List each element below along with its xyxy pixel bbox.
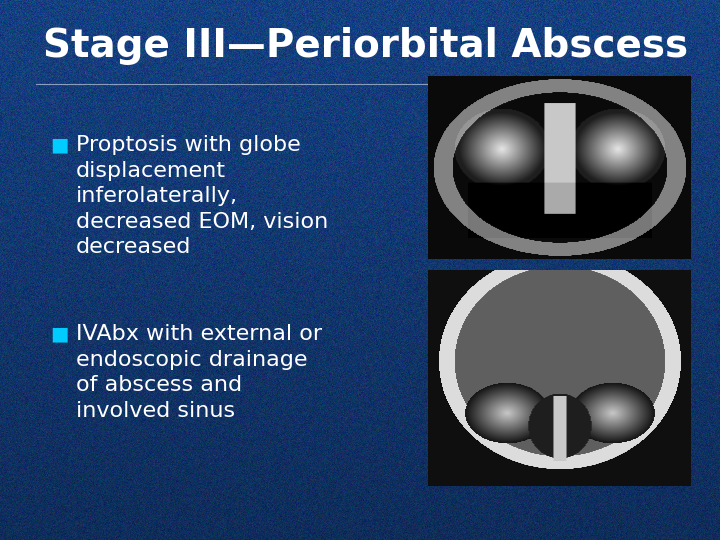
Text: Proptosis with globe
displacement
inferolaterally,
decreased EOM, vision
decreas: Proptosis with globe displacement infero… (76, 135, 328, 258)
Text: ■: ■ (50, 324, 69, 343)
Text: IVAbx with external or
endoscopic drainage
of abscess and
involved sinus: IVAbx with external or endoscopic draina… (76, 324, 322, 421)
Text: Stage III—Periorbital Abscess: Stage III—Periorbital Abscess (43, 27, 688, 65)
Text: ■: ■ (50, 135, 69, 154)
